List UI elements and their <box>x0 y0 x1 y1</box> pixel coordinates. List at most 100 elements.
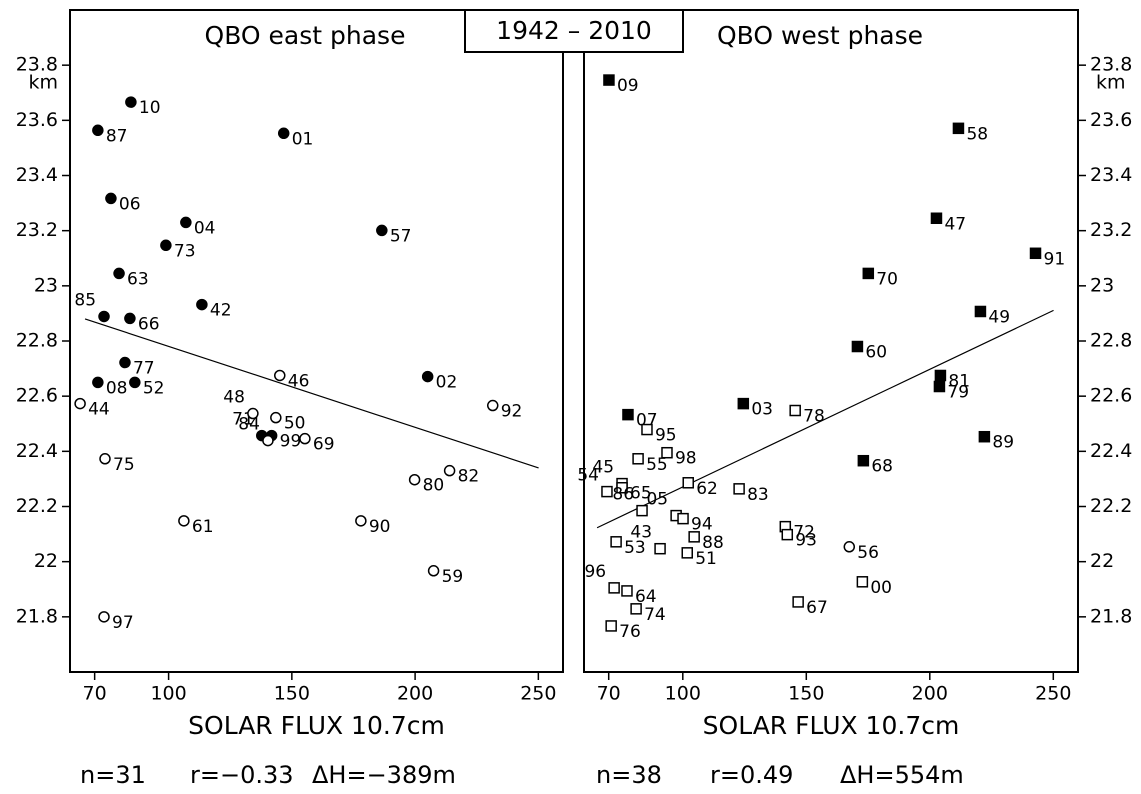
point-label: 88 <box>702 533 724 553</box>
x-tick-label: 150 <box>788 683 824 705</box>
point <box>733 483 745 495</box>
figure-title: 1942 – 2010 <box>496 16 652 45</box>
point <box>632 453 644 465</box>
point <box>933 380 946 393</box>
point-label: 60 <box>865 343 887 363</box>
point <box>661 446 673 459</box>
point <box>355 515 367 527</box>
point <box>792 596 804 608</box>
point <box>105 192 117 205</box>
point <box>601 485 613 498</box>
point-label: 50 <box>284 414 306 434</box>
y-tick-label: 22.2 <box>16 495 58 517</box>
x-tick-label: 150 <box>274 683 310 705</box>
point-label: 45 <box>592 458 614 478</box>
point <box>113 267 125 280</box>
point-label: 69 <box>313 435 335 455</box>
point-label: 53 <box>624 538 646 558</box>
y-tick-label: 22 <box>34 550 58 572</box>
point-label: 87 <box>106 126 128 146</box>
point <box>636 504 648 517</box>
point-label: 04 <box>194 218 216 238</box>
point <box>605 620 617 632</box>
point-label: 79 <box>947 383 969 403</box>
stat-annotation: ΔH=−389m <box>312 761 456 789</box>
point-label: 66 <box>138 314 160 334</box>
x-tick-label: 200 <box>397 683 433 705</box>
x-tick-label: 250 <box>520 683 556 705</box>
y-tick-label: 21.8 <box>16 605 58 627</box>
y-tick-label: 22.8 <box>1090 330 1132 352</box>
point <box>92 124 104 137</box>
y-tick-label: 22.4 <box>1090 440 1132 462</box>
point <box>421 370 434 383</box>
point <box>737 397 750 410</box>
y-tick-label: 23.4 <box>1090 164 1132 186</box>
y-tick-label: 23.8 <box>16 54 58 76</box>
point-label: 76 <box>619 622 641 642</box>
point-label: 97 <box>112 613 134 633</box>
point-label: 05 <box>646 490 668 510</box>
y-tick-label: 22.8 <box>16 330 58 352</box>
y-tick-label: 21.8 <box>1090 605 1132 627</box>
point-label: 78 <box>803 407 825 427</box>
point-label: 62 <box>696 479 718 499</box>
point <box>641 423 653 436</box>
point-label: 63 <box>127 269 149 289</box>
x-tick-label: 70 <box>597 683 621 705</box>
point-label: 48 <box>223 388 245 408</box>
y-tick-label: 22.2 <box>1090 495 1132 517</box>
point <box>299 432 311 445</box>
point <box>125 96 137 108</box>
panel-title: QBO east phase <box>205 21 406 50</box>
y-axis-unit: km <box>1096 72 1126 94</box>
stat-annotation: n=31 <box>80 761 146 789</box>
point-label: 98 <box>675 449 697 469</box>
y-tick-label: 22.6 <box>16 385 58 407</box>
y-tick-label: 23.2 <box>1090 219 1132 241</box>
point <box>843 541 856 553</box>
point-label: 42 <box>210 301 232 321</box>
point-label: 92 <box>501 402 523 422</box>
plot-frame <box>583 9 1079 673</box>
point <box>952 122 965 135</box>
point-label: 55 <box>646 455 668 475</box>
point <box>621 585 633 597</box>
trend-line <box>84 318 539 469</box>
point <box>119 356 131 369</box>
point-label: 59 <box>442 567 464 587</box>
point-label: 43 <box>630 523 652 543</box>
y-tick-label: 23 <box>1090 274 1114 296</box>
point <box>630 603 642 615</box>
y-axis-unit: km <box>28 72 58 94</box>
point-label: 95 <box>655 426 677 446</box>
point-label: 91 <box>1044 249 1066 269</box>
point-label: 51 <box>695 549 717 569</box>
title-box <box>464 9 684 53</box>
point <box>196 298 208 311</box>
trend-line <box>596 309 1054 529</box>
point <box>262 434 274 447</box>
panel: QBO west phase 70 100 150 200 250 SOLAR FLUX 1… <box>577 9 1132 789</box>
point <box>74 397 86 410</box>
point-label: 61 <box>192 517 214 537</box>
point <box>677 512 689 525</box>
point-label: 80 <box>423 476 445 496</box>
point-label: 08 <box>106 378 128 398</box>
point <box>443 464 456 477</box>
point <box>654 542 666 555</box>
point-label: 77 <box>133 359 155 379</box>
point-label: 01 <box>292 129 314 149</box>
y-tick-label: 22.6 <box>1090 385 1132 407</box>
y-tick-label: 23.6 <box>1090 109 1132 131</box>
point-label: 94 <box>691 515 713 535</box>
point-label: 75 <box>113 455 135 475</box>
y-tick-label: 22.4 <box>16 440 58 462</box>
point <box>603 74 615 86</box>
point <box>247 407 259 420</box>
point-label: 72 <box>793 523 815 543</box>
point-label: 64 <box>635 587 657 607</box>
point <box>856 576 869 588</box>
point <box>270 411 282 424</box>
y-tick-label: 22 <box>1090 550 1114 572</box>
